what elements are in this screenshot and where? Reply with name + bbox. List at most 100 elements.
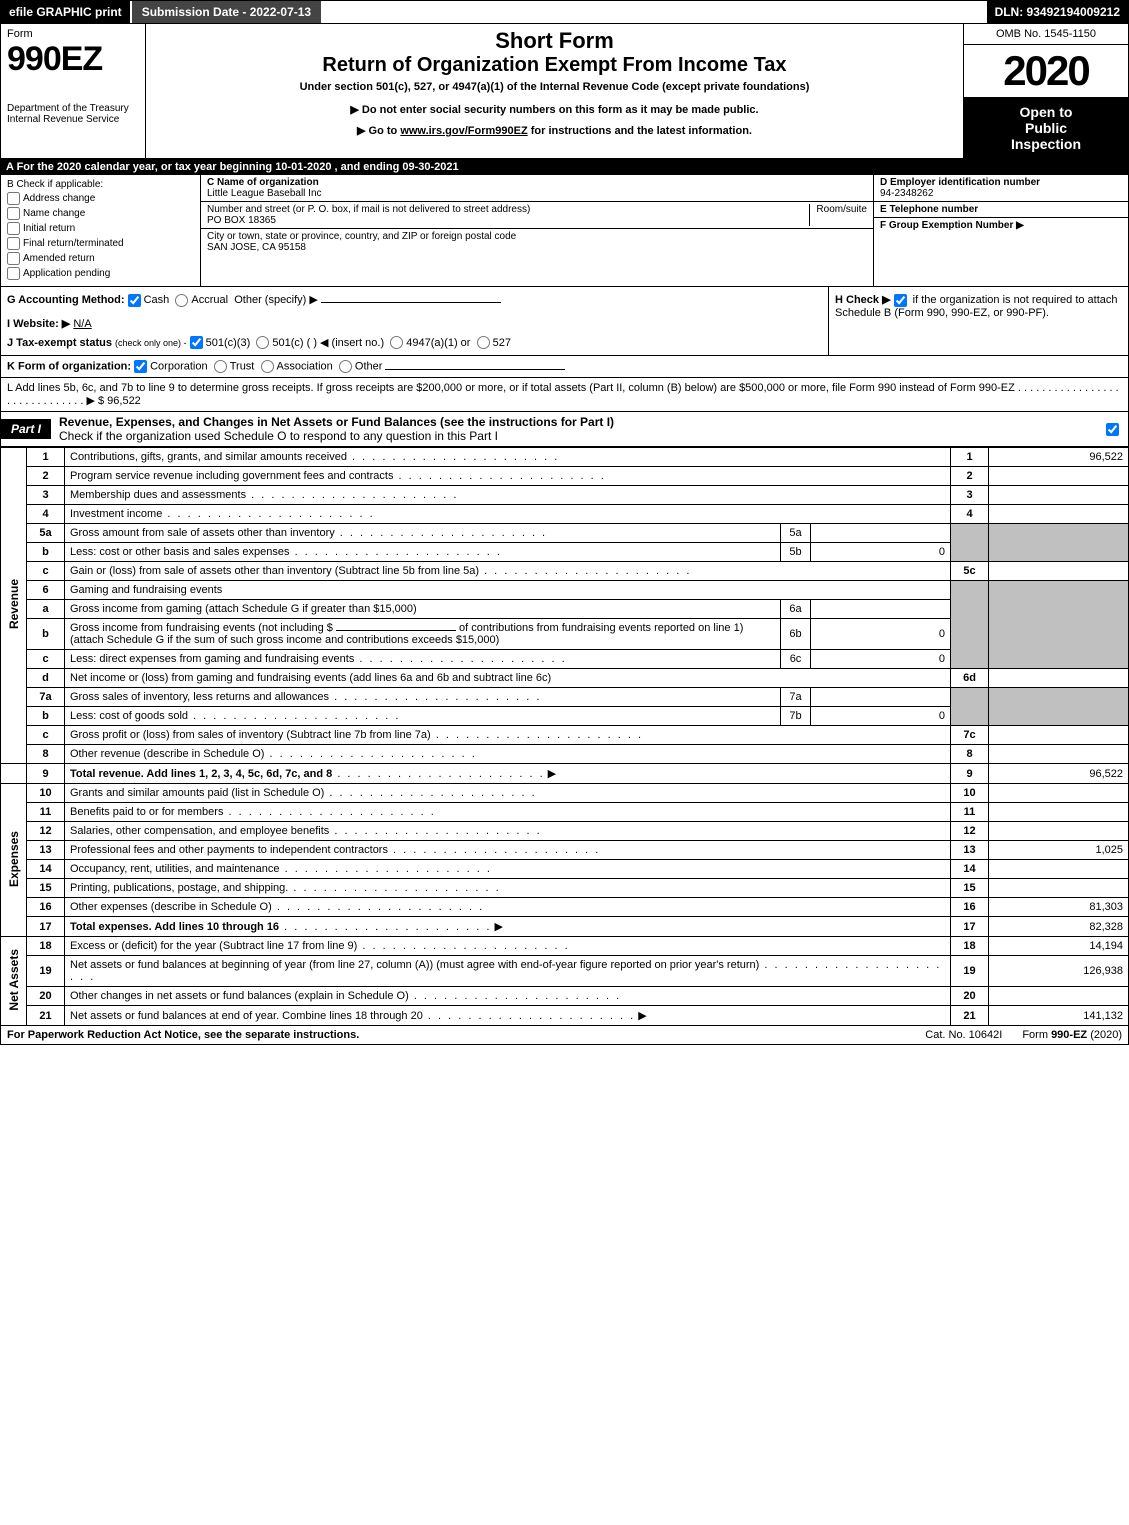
k-corp-checkbox[interactable] [134, 360, 147, 373]
b-address-change[interactable]: Address change [7, 192, 194, 205]
k-assoc: Association [277, 361, 333, 373]
part-i-table: Revenue 1 Contributions, gifts, grants, … [0, 447, 1129, 1026]
line-20-desc: Other changes in net assets or fund bala… [65, 987, 951, 1006]
line-18-num: 18 [27, 937, 65, 956]
header-left: Form 990EZ Department of the Treasury In… [1, 24, 146, 158]
line-5b-subamt: 0 [811, 543, 951, 562]
line-11-amt [989, 803, 1129, 822]
line-8-amt [989, 745, 1129, 764]
k-other-radio[interactable] [339, 360, 352, 373]
section-def: D Employer identification number 94-2348… [873, 175, 1128, 286]
form-number: 990EZ [7, 40, 139, 79]
under-section-text: Under section 501(c), 527, or 4947(a)(1)… [152, 81, 957, 93]
line-5a-subcol: 5a [781, 524, 811, 543]
b-name-change[interactable]: Name change [7, 207, 194, 220]
c-city-label: City or town, state or province, country… [207, 231, 516, 242]
line-10-num: 10 [27, 784, 65, 803]
k-assoc-radio[interactable] [261, 360, 274, 373]
j-501c: 501(c) ( ) ◀ (insert no.) [272, 337, 384, 349]
g-label: G Accounting Method: [7, 294, 125, 306]
k-trust-radio[interactable] [214, 360, 227, 373]
line-6b-num: b [27, 619, 65, 650]
b-application-pending[interactable]: Application pending [7, 267, 194, 280]
line-7c-amt [989, 726, 1129, 745]
line-17-col: 17 [951, 917, 989, 937]
line-4-col: 4 [951, 505, 989, 524]
line-13-desc: Professional fees and other payments to … [65, 841, 951, 860]
line-17-desc: Total expenses. Add lines 10 through 16 … [65, 917, 951, 937]
efile-label: efile GRAPHIC print [1, 1, 130, 23]
line-21-desc: Net assets or fund balances at end of ye… [65, 1006, 951, 1026]
line-7ab-shade-amt [989, 688, 1129, 726]
line-7a-num: 7a [27, 688, 65, 707]
j-527: 527 [493, 337, 511, 349]
line-5c-desc: Gain or (loss) from sale of assets other… [65, 562, 951, 581]
b-amended-return[interactable]: Amended return [7, 252, 194, 265]
topbar-spacer [321, 1, 986, 23]
line-19-col: 19 [951, 956, 989, 987]
line-1-col: 1 [951, 448, 989, 467]
open-line2: Public [968, 120, 1124, 136]
line-2-col: 2 [951, 467, 989, 486]
g-accrual-radio[interactable] [175, 294, 188, 307]
goto-pre: ▶ Go to [357, 125, 400, 137]
g-cash: Cash [144, 294, 170, 306]
line-16-num: 16 [27, 898, 65, 917]
line-6-shade-col [951, 581, 989, 669]
goto-post: for instructions and the latest informat… [528, 125, 752, 137]
line-8-desc: Other revenue (describe in Schedule O) [65, 745, 951, 764]
line-5c-num: c [27, 562, 65, 581]
line-6a-subcol: 6a [781, 600, 811, 619]
line-1-amt: 96,522 [989, 448, 1129, 467]
line-7c-num: c [27, 726, 65, 745]
f-group-row: F Group Exemption Number ▶ [874, 218, 1128, 286]
section-k: K Form of organization: Corporation Trus… [0, 356, 1129, 378]
line-20-amt [989, 987, 1129, 1006]
line-11-num: 11 [27, 803, 65, 822]
k-other: Other [355, 361, 383, 373]
h-checkbox[interactable] [894, 294, 907, 307]
tax-year: 2020 [964, 45, 1128, 98]
line-7a-subamt [811, 688, 951, 707]
b-final-return[interactable]: Final return/terminated [7, 237, 194, 250]
line-14-col: 14 [951, 860, 989, 879]
section-b: B Check if applicable: Address change Na… [1, 175, 201, 286]
open-line1: Open to [968, 104, 1124, 120]
footer-left: For Paperwork Reduction Act Notice, see … [7, 1029, 905, 1041]
line-18-amt: 14,194 [989, 937, 1129, 956]
form-word: Form [7, 28, 139, 40]
j-sub: (check only one) - [115, 338, 187, 348]
line-6a-desc: Gross income from gaming (attach Schedul… [65, 600, 781, 619]
g-cash-checkbox[interactable] [128, 294, 141, 307]
line-6b-blank[interactable] [336, 630, 456, 631]
c-street-row: Number and street (or P. O. box, if mail… [201, 202, 873, 229]
b-initial-return[interactable]: Initial return [7, 222, 194, 235]
j-501c3-checkbox[interactable] [190, 336, 203, 349]
expenses-side-label: Expenses [1, 784, 27, 937]
j-4947-radio[interactable] [390, 336, 403, 349]
h-check: H Check ▶ if the organization is not req… [828, 287, 1128, 355]
line-5b-desc: Less: cost or other basis and sales expe… [65, 543, 781, 562]
line-6d-desc: Net income or (loss) from gaming and fun… [65, 669, 951, 688]
part-i-schedule-o-checkbox[interactable] [1106, 423, 1119, 436]
j-501c-radio[interactable] [256, 336, 269, 349]
irs-label: Internal Revenue Service [7, 114, 139, 125]
j-527-radio[interactable] [477, 336, 490, 349]
form-header: Form 990EZ Department of the Treasury In… [0, 24, 1129, 159]
line-21-col: 21 [951, 1006, 989, 1026]
line-20-num: 20 [27, 987, 65, 1006]
line-17-amt: 82,328 [989, 917, 1129, 937]
i-label: I Website: ▶ [7, 318, 70, 330]
line-7a-subcol: 7a [781, 688, 811, 707]
line-3-desc: Membership dues and assessments [65, 486, 951, 505]
k-other-blank[interactable] [385, 369, 565, 370]
line-13-amt: 1,025 [989, 841, 1129, 860]
g-other-blank[interactable] [321, 302, 501, 303]
line-10-amt [989, 784, 1129, 803]
part-i-checkbox-cell [1100, 419, 1128, 439]
line-7a-desc: Gross sales of inventory, less returns a… [65, 688, 781, 707]
line-6a-num: a [27, 600, 65, 619]
line-6d-num: d [27, 669, 65, 688]
line-19-num: 19 [27, 956, 65, 987]
goto-link[interactable]: www.irs.gov/Form990EZ [400, 125, 527, 137]
